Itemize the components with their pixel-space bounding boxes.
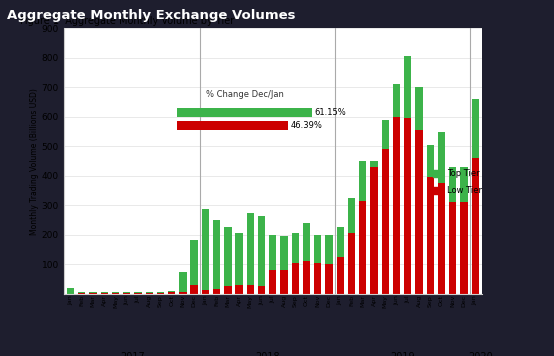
Text: 46.39%: 46.39%: [290, 121, 322, 130]
Bar: [348, 233, 355, 294]
Bar: [280, 236, 288, 270]
Bar: [280, 270, 288, 294]
Bar: [177, 121, 288, 130]
Bar: [134, 292, 142, 293]
Bar: [371, 161, 378, 167]
Text: 2019: 2019: [390, 352, 414, 356]
Bar: [438, 132, 445, 183]
Bar: [291, 233, 299, 263]
Bar: [359, 161, 366, 201]
Text: 61.15%: 61.15%: [315, 108, 346, 117]
Text: 2018: 2018: [255, 352, 280, 356]
Bar: [404, 57, 412, 118]
Bar: [168, 291, 175, 292]
Bar: [314, 263, 321, 294]
Bar: [382, 120, 389, 149]
Bar: [449, 202, 456, 294]
Bar: [179, 272, 187, 292]
Bar: [416, 130, 423, 294]
Bar: [291, 263, 299, 294]
Bar: [134, 293, 142, 294]
Bar: [337, 257, 344, 294]
Bar: [359, 201, 366, 294]
Bar: [202, 209, 209, 290]
Bar: [202, 290, 209, 294]
Bar: [213, 289, 220, 294]
Bar: [191, 286, 198, 294]
Bar: [213, 220, 220, 289]
Bar: [382, 149, 389, 294]
Text: Figure 1  Aggregate Monthly Volume by Tier: Figure 1 Aggregate Monthly Volume by Tie…: [20, 16, 234, 26]
Bar: [146, 292, 153, 293]
Bar: [157, 293, 164, 294]
Bar: [427, 145, 434, 177]
Bar: [179, 292, 187, 294]
Bar: [460, 202, 468, 294]
Bar: [404, 118, 412, 294]
Bar: [393, 117, 400, 294]
Bar: [235, 233, 243, 285]
Bar: [269, 235, 276, 270]
Bar: [112, 292, 119, 293]
Bar: [89, 293, 96, 294]
Bar: [371, 167, 378, 294]
Text: % Change Dec/Jan: % Change Dec/Jan: [206, 90, 284, 99]
Bar: [78, 293, 85, 294]
Bar: [235, 285, 243, 294]
Bar: [100, 292, 108, 293]
Bar: [393, 84, 400, 117]
Bar: [314, 235, 321, 263]
Bar: [224, 286, 232, 294]
Bar: [337, 227, 344, 257]
Bar: [146, 293, 153, 294]
Bar: [168, 292, 175, 294]
Text: 2020: 2020: [469, 352, 493, 356]
Bar: [112, 293, 119, 294]
Bar: [471, 158, 479, 294]
Bar: [89, 292, 96, 293]
Bar: [191, 240, 198, 286]
Bar: [258, 216, 265, 286]
Bar: [303, 223, 310, 261]
Text: 2017: 2017: [120, 352, 145, 356]
Bar: [303, 261, 310, 294]
Bar: [269, 270, 276, 294]
Bar: [325, 264, 333, 294]
Legend: Top Tier, Low Tier: Top Tier, Low Tier: [433, 169, 482, 195]
Bar: [416, 88, 423, 130]
Bar: [258, 286, 265, 294]
Bar: [348, 198, 355, 233]
Bar: [67, 288, 74, 294]
Y-axis label: Monthly Trading Volume (Billions USD): Monthly Trading Volume (Billions USD): [30, 88, 39, 235]
Bar: [78, 292, 85, 293]
Bar: [177, 108, 312, 117]
Bar: [224, 227, 232, 286]
Bar: [100, 293, 108, 294]
Bar: [157, 292, 164, 293]
Bar: [123, 293, 130, 294]
Bar: [460, 167, 468, 202]
Bar: [471, 99, 479, 158]
Bar: [123, 292, 130, 293]
Bar: [427, 177, 434, 294]
Bar: [449, 167, 456, 202]
Bar: [247, 213, 254, 285]
Text: Aggregate Monthly Exchange Volumes: Aggregate Monthly Exchange Volumes: [7, 9, 295, 22]
Bar: [438, 183, 445, 294]
Bar: [247, 285, 254, 294]
Bar: [325, 235, 333, 264]
